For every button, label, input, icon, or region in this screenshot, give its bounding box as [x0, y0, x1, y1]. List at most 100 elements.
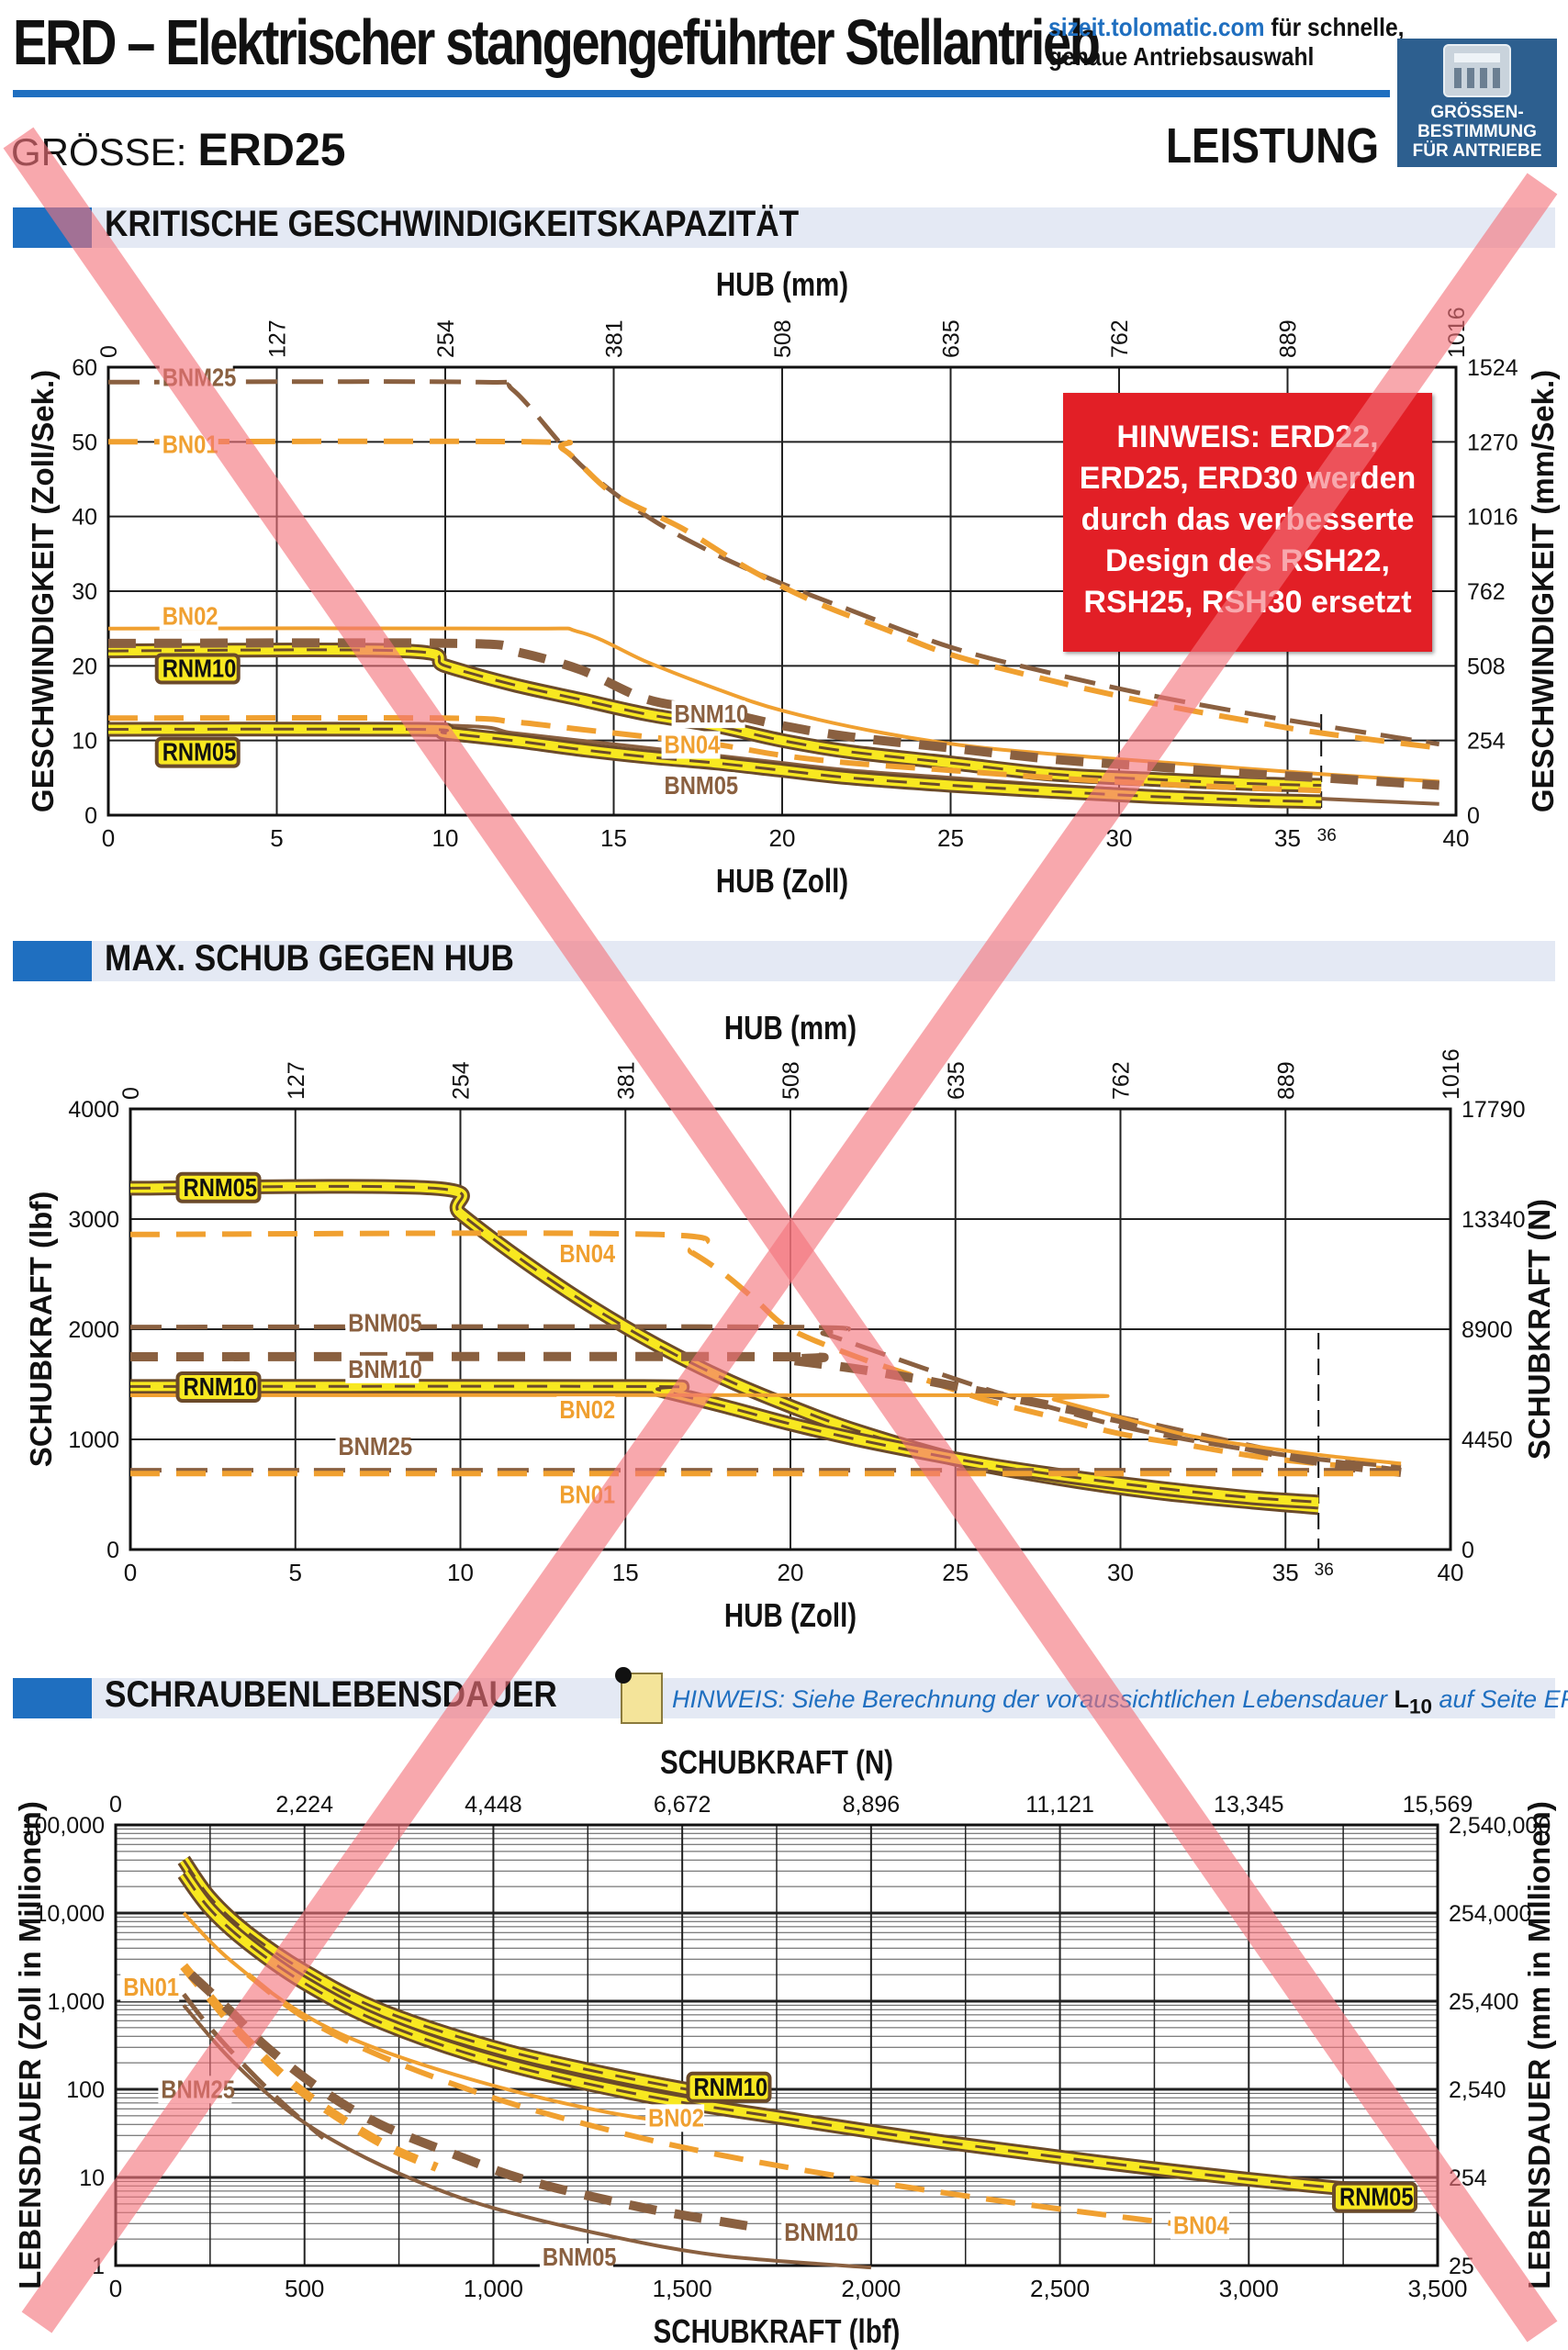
- speed-chart-label-rnm05: RNM05: [162, 737, 237, 767]
- thrust-chart-x2tick: 889: [1273, 1061, 1299, 1100]
- speed-chart-y2tick: 254: [1467, 729, 1506, 755]
- life-chart-y2tick: 254: [1449, 2165, 1487, 2191]
- speed-chart-label-bnm05: BNM05: [665, 770, 739, 800]
- speed-chart-ylabel: GESCHWINDIGKEIT (Zoll/Sek.): [26, 370, 60, 812]
- sizing-url-suffix: für schnelle,: [1264, 13, 1405, 41]
- speed-chart-y2tick: 762: [1467, 579, 1506, 605]
- speed-chart-xtick: 0: [102, 824, 115, 852]
- speed-chart-y2tick: 1270: [1467, 430, 1518, 455]
- speed-chart-y2label: GESCHWINDIGKEIT (mm/Sek.): [1526, 370, 1560, 812]
- speed-chart-xtick: 40: [1443, 824, 1470, 852]
- life-chart-xtick: 2,000: [841, 2275, 901, 2302]
- life-chart-xtick: 1,500: [653, 2275, 712, 2302]
- speed-chart-ytick: 0: [84, 803, 97, 829]
- notice-box: HINWEIS: ERD22, ERD25, ERD30 werden durc…: [1063, 393, 1432, 652]
- speed-chart-x2tick: 635: [939, 319, 965, 358]
- life-chart-y2tick: 2,540: [1449, 2077, 1506, 2103]
- speed-chart-xtick: 25: [937, 824, 964, 852]
- life-chart-ytick: 10: [79, 2165, 105, 2191]
- speed-chart-ytick: 20: [72, 654, 97, 679]
- thrust-chart-x2tick: 127: [284, 1061, 309, 1100]
- life-chart-x2tick: 4,448: [465, 1792, 522, 1818]
- speed-chart-x2tick: 762: [1107, 319, 1133, 358]
- thrust-chart-x2tick: 1016: [1439, 1048, 1464, 1100]
- thrust-chart-label-bn04: BN04: [559, 1238, 615, 1268]
- life-chart-series-bnm05: [182, 2004, 872, 2270]
- speed-chart-label-bnm10: BNM10: [675, 699, 749, 728]
- life-chart-xtick: 1,000: [464, 2275, 523, 2302]
- speed-chart-label-bn04: BN04: [665, 730, 721, 759]
- thrust-chart-label-bnm25: BNM25: [338, 1431, 412, 1460]
- speed-chart-y2tick: 1016: [1467, 505, 1518, 531]
- speed-chart-x2tick: 889: [1276, 319, 1302, 358]
- life-chart-xtick: 500: [285, 2275, 324, 2302]
- speed-chart-xtick: 30: [1106, 824, 1133, 852]
- life-chart-ylabel: LEBENSDAUER (Zoll in Millionen): [13, 1801, 47, 2289]
- thrust-chart-x2tick: 508: [778, 1061, 804, 1100]
- thrust-chart-label-bnm10: BNM10: [348, 1354, 422, 1383]
- life-chart-label-bnm05: BNM05: [543, 2242, 617, 2271]
- speed-chart-label-bn01: BN01: [162, 430, 218, 459]
- life-chart-ytick: 1: [92, 2254, 105, 2279]
- life-chart-y2tick: 25: [1449, 2254, 1474, 2279]
- thrust-chart-ytick: 2000: [68, 1317, 119, 1343]
- thrust-chart-xtick: 35: [1272, 1559, 1299, 1586]
- life-chart-label-rnm05: RNM05: [1339, 2182, 1414, 2211]
- speed-chart-xtick: 5: [270, 824, 283, 852]
- thrust-chart-xtick: 40: [1438, 1559, 1464, 1586]
- life-chart-x2tick: 6,672: [654, 1792, 711, 1818]
- thrust-chart-xtick: 5: [289, 1559, 302, 1586]
- thrust-chart-xtick: 20: [778, 1559, 804, 1586]
- thrust-chart-xtick-extra: 36: [1315, 1561, 1334, 1580]
- thrust-chart-y2tick: 8900: [1462, 1317, 1513, 1343]
- sizing-url[interactable]: sizeit.tolomatic.com: [1048, 13, 1265, 41]
- sizing-link[interactable]: sizeit.tolomatic.com für schnelle, genau…: [1048, 13, 1405, 72]
- life-chart-label-bnm25: BNM25: [161, 2074, 235, 2103]
- thrust-chart-ytick: 4000: [68, 1097, 119, 1123]
- speed-chart-y2tick: 1524: [1467, 355, 1518, 381]
- life-chart-xtick: 2,500: [1030, 2275, 1090, 2302]
- life-chart-x2label: SCHUBKRAFT (N): [660, 1743, 893, 1780]
- thrust-chart-label-bnm05: BNM05: [348, 1308, 422, 1337]
- speed-chart-ytick: 50: [72, 430, 97, 455]
- speed-chart-ytick: 40: [72, 505, 97, 531]
- life-chart-y2tick: 254,000: [1449, 1901, 1531, 1927]
- life-chart-label-bn02: BN02: [648, 2102, 704, 2132]
- thrust-chart-y2tick: 0: [1462, 1538, 1474, 1563]
- thrust-chart-label-bn01: BN01: [559, 1480, 615, 1509]
- header-rule: [13, 90, 1390, 97]
- speed-chart-xtick: 10: [432, 824, 459, 852]
- thrust-chart-y2tick: 13340: [1462, 1207, 1526, 1233]
- thrust-chart-x2tick: 635: [944, 1061, 969, 1100]
- thrust-chart-ylabel: SCHUBKRAFT (lbf): [24, 1192, 58, 1468]
- thrust-chart-label-rnm10: RNM10: [184, 1371, 258, 1401]
- calculator-icon: [1443, 44, 1511, 97]
- speed-chart-x2tick: 381: [602, 319, 628, 358]
- thrust-chart-y2tick: 4450: [1462, 1427, 1513, 1453]
- life-chart-xtick: 0: [109, 2275, 122, 2302]
- thrust-chart-x2tick: 762: [1109, 1061, 1135, 1100]
- page-title: ERD – Elektrischer stangengeführter Stel…: [13, 6, 1101, 78]
- thrust-chart-ytick: 0: [106, 1538, 119, 1563]
- life-chart-label-bnm10: BNM10: [784, 2217, 858, 2246]
- life-chart-ytick: 1,000: [47, 1989, 105, 2015]
- thrust-chart-series-rnm10: [129, 1379, 1319, 1510]
- life-chart-x2tick: 0: [109, 1792, 122, 1818]
- thrust-chart-xtick: 10: [447, 1559, 474, 1586]
- speed-chart-x2tick: 0: [96, 345, 122, 358]
- speed-chart-label-rnm10: RNM10: [162, 654, 237, 683]
- speed-chart-xtick-extra: 36: [1317, 826, 1337, 845]
- speed-chart-label-bnm25: BNM25: [162, 362, 237, 391]
- life-chart-x2tick: 13,345: [1214, 1792, 1283, 1818]
- thrust-chart-y2tick: 17790: [1462, 1097, 1526, 1123]
- thrust-chart-series-bn02: [129, 1393, 1402, 1466]
- thrust-chart-xtick: 25: [942, 1559, 969, 1586]
- life-chart-xlabel: SCHUBKRAFT (lbf): [654, 2312, 901, 2349]
- thrust-chart-y2label: SCHUBKRAFT (N): [1522, 1199, 1556, 1460]
- speed-chart-ytick: 10: [72, 729, 97, 755]
- thrust-chart-x2tick: 254: [449, 1061, 475, 1100]
- thrust-chart-x2label: HUB (mm): [724, 1009, 857, 1046]
- thrust-chart-label-bn02: BN02: [559, 1394, 615, 1424]
- speed-chart-label-bn02: BN02: [162, 601, 218, 631]
